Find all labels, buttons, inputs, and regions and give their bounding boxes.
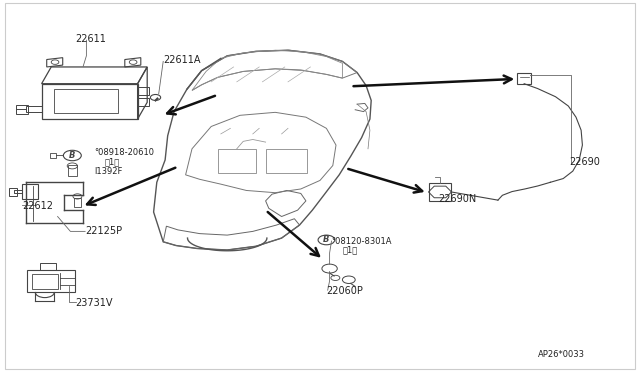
Bar: [9, 188, 17, 196]
Bar: [138, 87, 149, 95]
Text: B: B: [323, 235, 330, 244]
Text: l1392F: l1392F: [95, 167, 123, 176]
Text: 22611A: 22611A: [163, 55, 201, 65]
Text: AP26*0033: AP26*0033: [538, 350, 584, 359]
Text: B: B: [69, 151, 76, 160]
Bar: [40, 263, 56, 270]
Text: 22611: 22611: [76, 34, 106, 44]
Bar: [54, 89, 118, 113]
Bar: [266, 149, 307, 173]
Bar: [50, 153, 56, 158]
Text: 22125P: 22125P: [85, 227, 122, 236]
Text: （1）: （1）: [342, 246, 358, 255]
Bar: [27, 270, 75, 292]
Bar: [218, 149, 256, 173]
Text: °08120-8301A: °08120-8301A: [332, 237, 392, 246]
Bar: [68, 165, 77, 176]
Text: 22060P: 22060P: [326, 286, 364, 296]
Bar: [32, 274, 58, 289]
Text: 22690N: 22690N: [438, 194, 477, 204]
Text: 23731V: 23731V: [76, 298, 113, 308]
Bar: [429, 183, 451, 201]
Text: 22690: 22690: [570, 157, 600, 167]
Bar: [138, 98, 149, 106]
Text: °08918-20610: °08918-20610: [95, 148, 155, 157]
Text: 22612: 22612: [22, 202, 53, 211]
Bar: [22, 184, 38, 199]
Bar: [74, 198, 81, 207]
Bar: [517, 73, 531, 84]
Bar: [16, 105, 28, 114]
Text: （1）: （1）: [104, 157, 120, 166]
